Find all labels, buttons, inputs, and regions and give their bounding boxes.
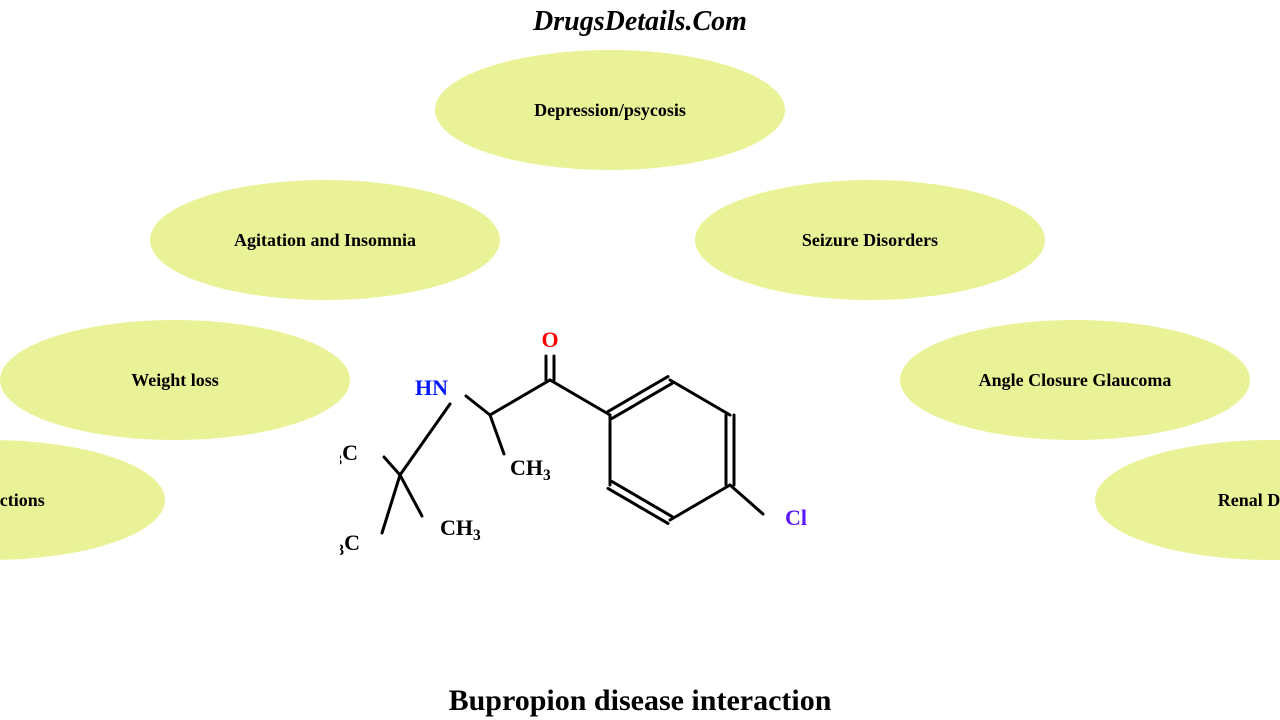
molecule-structure: O HN Cl CH3 H3C CH3 H3C: [340, 320, 880, 580]
svg-text:Cl: Cl: [785, 505, 807, 530]
bubble-label: Weight loss: [131, 370, 219, 391]
bubble-depression: Depression/psycosis: [435, 50, 785, 170]
bubble-renal: Renal Dysfun: [1095, 440, 1280, 560]
bubble-label: Depression/psycosis: [534, 100, 686, 121]
bubble-label: Agitation and Insomnia: [234, 230, 416, 251]
bubble-label: Renal Dysfun: [1218, 490, 1280, 511]
bubble-agitation: Agitation and Insomnia: [150, 180, 500, 300]
svg-text:O: O: [541, 327, 558, 352]
bubble-seizure: Seizure Disorders: [695, 180, 1045, 300]
bubble-label: Angle Closure Glaucoma: [979, 370, 1172, 391]
svg-text:H3C: H3C: [340, 530, 360, 558]
bubble-label: Seizure Disorders: [802, 230, 938, 251]
svg-text:HN: HN: [415, 375, 448, 400]
bubble-glaucoma: Angle Closure Glaucoma: [900, 320, 1250, 440]
diagram-caption: Bupropion disease interaction: [0, 684, 1280, 718]
bubble-allergic: rgic Reactions: [0, 440, 165, 560]
bubble-label: rgic Reactions: [0, 490, 45, 511]
svg-text:H3C: H3C: [340, 440, 358, 468]
svg-text:CH3: CH3: [440, 515, 481, 543]
site-title: DrugsDetails.Com: [0, 6, 1280, 38]
bubble-weightloss: Weight loss: [0, 320, 350, 440]
svg-text:CH3: CH3: [510, 455, 551, 483]
